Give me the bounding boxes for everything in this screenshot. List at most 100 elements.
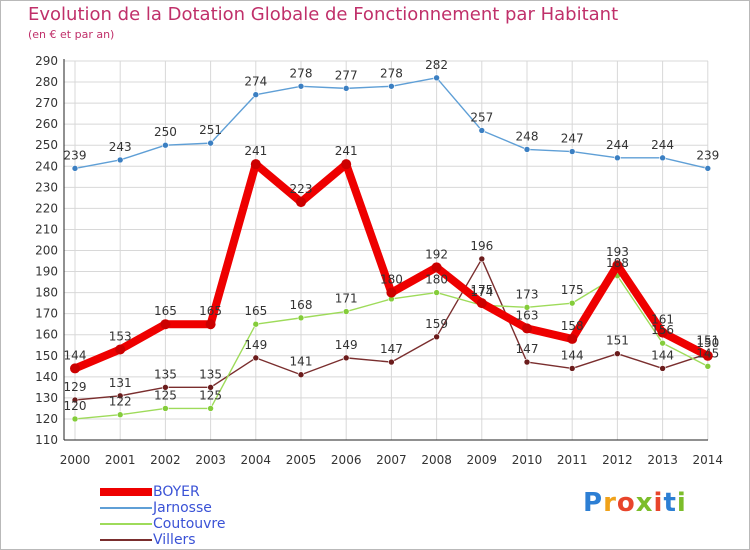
data-label-coutouvre: 165 bbox=[244, 304, 267, 318]
y-tick-label: 230 bbox=[35, 180, 58, 194]
data-label-villers: 147 bbox=[380, 342, 403, 356]
data-label-coutouvre: 120 bbox=[64, 399, 87, 413]
data-point-coutouvre bbox=[252, 320, 260, 328]
data-label-jarnosse: 251 bbox=[199, 123, 222, 137]
data-point-jarnosse bbox=[71, 165, 79, 172]
data-label-villers: 151 bbox=[606, 334, 629, 348]
data-label-villers: 144 bbox=[651, 348, 674, 362]
chart-subtitle: (en € et par an) bbox=[28, 28, 115, 41]
y-tick-label: 280 bbox=[35, 75, 58, 89]
data-point-boyer bbox=[386, 287, 397, 298]
chart-title: Evolution de la Dotation Globale de Fonc… bbox=[28, 4, 619, 25]
logo-letter: r bbox=[603, 488, 617, 518]
data-label-boyer: 163 bbox=[516, 308, 539, 322]
data-point-jarnosse bbox=[297, 82, 305, 90]
data-point-villers bbox=[207, 384, 214, 391]
data-label-villers: 196 bbox=[470, 239, 493, 253]
x-tick-label: 2001 bbox=[105, 453, 136, 467]
data-label-coutouvre: 125 bbox=[199, 388, 222, 402]
x-tick-label: 2007 bbox=[376, 453, 407, 467]
data-point-villers bbox=[388, 358, 395, 366]
y-tick-label: 260 bbox=[35, 117, 58, 131]
legend-swatch-boyer bbox=[100, 488, 152, 496]
data-label-coutouvre: 125 bbox=[154, 388, 177, 402]
data-label-villers: 159 bbox=[425, 317, 448, 331]
y-tick-label: 110 bbox=[35, 433, 58, 447]
data-point-boyer bbox=[160, 319, 171, 330]
data-label-boyer: 180 bbox=[380, 273, 403, 287]
data-point-villers bbox=[523, 358, 531, 366]
data-point-villers bbox=[478, 255, 486, 263]
data-point-boyer bbox=[567, 333, 578, 344]
y-tick-label: 120 bbox=[35, 412, 58, 426]
data-label-boyer: 223 bbox=[290, 182, 313, 196]
data-point-jarnosse bbox=[207, 139, 214, 147]
y-tick-label: 150 bbox=[35, 349, 58, 363]
legend-swatch-villers bbox=[100, 539, 152, 541]
data-point-jarnosse bbox=[342, 85, 350, 92]
data-label-jarnosse: 239 bbox=[64, 148, 87, 162]
data-label-coutouvre: 188 bbox=[606, 256, 629, 270]
data-point-coutouvre bbox=[523, 304, 531, 311]
y-tick-label: 180 bbox=[35, 286, 58, 300]
data-point-villers bbox=[297, 371, 305, 379]
data-label-villers: 144 bbox=[561, 348, 584, 362]
data-point-jarnosse bbox=[388, 82, 395, 90]
x-tick-label: 2012 bbox=[602, 453, 633, 467]
legend-label-boyer: BOYER bbox=[153, 484, 200, 500]
data-label-boyer: 165 bbox=[199, 304, 222, 318]
logo-letter: P bbox=[583, 488, 604, 518]
data-label-jarnosse: 282 bbox=[425, 58, 448, 72]
data-label-boyer: 144 bbox=[64, 348, 87, 362]
y-tick-label: 130 bbox=[35, 391, 58, 405]
data-point-boyer bbox=[476, 298, 487, 309]
data-label-villers: 147 bbox=[516, 342, 539, 356]
data-label-villers: 151 bbox=[696, 334, 719, 348]
data-label-jarnosse: 244 bbox=[651, 138, 674, 152]
data-label-coutouvre: 168 bbox=[290, 298, 313, 312]
data-point-coutouvre bbox=[71, 415, 79, 423]
data-point-jarnosse bbox=[116, 156, 124, 164]
legend-item-boyer: BOYER bbox=[100, 484, 300, 500]
data-label-jarnosse: 278 bbox=[290, 66, 313, 80]
legend-swatch-coutouvre bbox=[100, 523, 152, 525]
x-tick-label: 2006 bbox=[331, 453, 362, 467]
x-tick-label: 2013 bbox=[647, 453, 678, 467]
data-point-coutouvre bbox=[568, 299, 576, 307]
legend-item-villers: Villers bbox=[100, 532, 300, 548]
legend-label-villers: Villers bbox=[153, 532, 196, 548]
y-tick-label: 290 bbox=[35, 54, 58, 68]
data-point-boyer bbox=[657, 327, 668, 338]
data-label-boyer: 193 bbox=[606, 245, 629, 259]
data-point-boyer bbox=[205, 319, 216, 330]
data-label-villers: 129 bbox=[64, 380, 87, 394]
logo-letter: i bbox=[676, 488, 687, 518]
proxiti-logo: Proxiti bbox=[583, 488, 687, 518]
data-point-boyer bbox=[431, 262, 442, 273]
data-point-villers bbox=[433, 333, 440, 341]
data-point-villers bbox=[659, 365, 666, 372]
y-tick-label: 250 bbox=[35, 138, 58, 152]
data-point-boyer bbox=[70, 363, 80, 374]
data-point-jarnosse bbox=[162, 141, 169, 149]
data-point-villers bbox=[614, 350, 621, 357]
x-tick-label: 2009 bbox=[467, 453, 498, 467]
legend-label-coutouvre: Coutouvre bbox=[153, 516, 226, 532]
x-tick-label: 2000 bbox=[60, 453, 91, 467]
data-label-jarnosse: 244 bbox=[606, 138, 629, 152]
data-label-coutouvre: 122 bbox=[109, 395, 132, 409]
data-label-coutouvre: 175 bbox=[561, 283, 584, 297]
legend-label-jarnosse: Jarnosse bbox=[153, 500, 212, 516]
data-point-jarnosse bbox=[523, 146, 531, 153]
y-tick-label: 220 bbox=[35, 201, 58, 215]
data-point-coutouvre bbox=[162, 405, 169, 412]
data-point-jarnosse bbox=[704, 165, 712, 172]
data-label-coutouvre: 145 bbox=[696, 346, 719, 360]
x-tick-label: 2002 bbox=[150, 453, 181, 467]
data-label-villers: 131 bbox=[109, 376, 132, 390]
data-point-coutouvre bbox=[433, 289, 440, 296]
data-point-boyer bbox=[250, 159, 261, 170]
data-label-jarnosse: 274 bbox=[244, 75, 267, 89]
x-tick-label: 2003 bbox=[195, 453, 226, 467]
data-point-villers bbox=[568, 365, 576, 372]
